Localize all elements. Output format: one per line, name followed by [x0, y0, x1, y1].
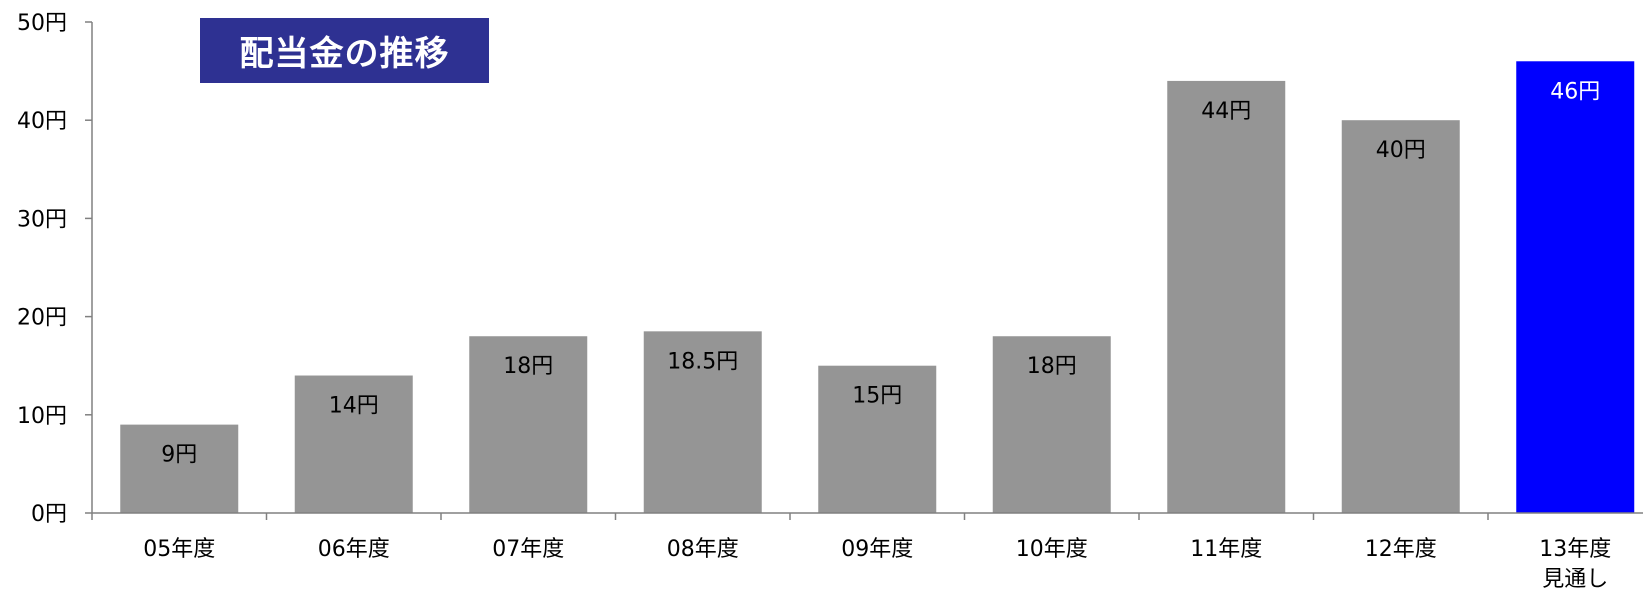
bar: [1167, 80, 1286, 514]
bars: 9円 14円 18円 18.5円 15円 18円 44円 40円 46円: [120, 61, 1635, 514]
x-tick-label: 06年度: [318, 537, 390, 562]
y-tick-label: 40円: [17, 109, 67, 134]
bar-value-label: 40円: [1376, 138, 1426, 163]
x-tick-label: 07年度: [492, 537, 564, 562]
x-tick-label: 05年度: [143, 537, 215, 562]
bar: [643, 331, 762, 513]
bar: [120, 424, 239, 513]
x-axis: 05年度 06年度 07年度 08年度 09年度 10年度 11年度 12年度 13年度見通し: [91, 512, 1643, 592]
x-tick-label: 11年度: [1190, 537, 1262, 562]
y-tick-label: 30円: [17, 207, 67, 232]
y-tick-label: 50円: [17, 11, 67, 36]
bar-value-label: 18.5円: [667, 349, 738, 374]
x-tick-label: 09年度: [841, 537, 913, 562]
bar-value-label: 9円: [161, 443, 197, 468]
x-tick-label: 12年度: [1365, 537, 1437, 562]
bar-value-label: 18円: [1027, 354, 1077, 379]
bar: [818, 365, 937, 513]
y-axis: 0円 10円 20円 30円 40円 50円: [17, 11, 93, 527]
bar-value-label: 15円: [852, 384, 902, 409]
bar: [294, 375, 413, 513]
bar-value-label: 18円: [503, 354, 553, 379]
bar-value-label: 46円: [1550, 79, 1600, 104]
x-tick-label: 08年度: [667, 537, 739, 562]
y-tick-label: 20円: [17, 306, 67, 331]
x-tick-label: 10年度: [1016, 537, 1088, 562]
x-tick-label: 13年度見通し: [1539, 537, 1611, 592]
y-tick-label: 0円: [31, 502, 67, 527]
bar: [469, 336, 588, 513]
bar-value-label: 14円: [329, 394, 379, 419]
y-tick-label: 10円: [17, 404, 67, 429]
bar: [992, 336, 1111, 513]
bar: [1516, 61, 1635, 513]
chart-title: 配当金の推移: [200, 18, 489, 83]
bar: [1341, 120, 1460, 513]
bar-value-label: 44円: [1201, 99, 1251, 124]
